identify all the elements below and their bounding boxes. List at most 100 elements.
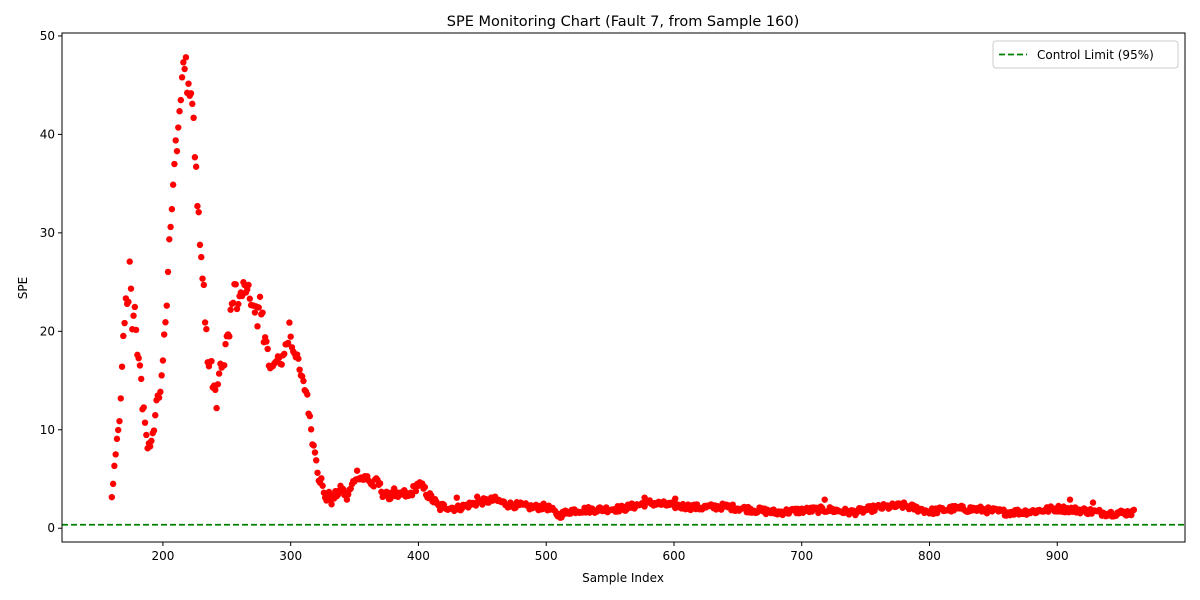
spe-point [729, 501, 736, 508]
spe-point [370, 483, 377, 490]
spe-point [198, 253, 205, 261]
spe-point [221, 362, 228, 369]
spe-point [310, 442, 317, 449]
spe-point [212, 386, 219, 394]
spe-point [1130, 506, 1138, 514]
spe-point [408, 492, 416, 499]
spe-point [421, 483, 429, 491]
spe-point [318, 475, 325, 482]
spe-point [112, 451, 119, 458]
spe-point [286, 319, 293, 326]
spe-point [117, 395, 124, 402]
x-tick-label: 200 [151, 549, 174, 563]
spe-point [173, 147, 181, 155]
spe-point [222, 340, 229, 348]
spe-point [314, 469, 321, 476]
y-tick-label: 0 [47, 521, 55, 535]
y-tick-label: 20 [40, 324, 55, 338]
spe-point [181, 65, 188, 73]
spe-point [191, 154, 199, 161]
y-axis: 0 10 20 30 40 50 [40, 29, 62, 535]
x-tick-label: 600 [663, 549, 686, 563]
spe-point [307, 426, 315, 433]
spe-points [108, 54, 1138, 521]
spe-point [176, 108, 183, 115]
spe-point [387, 495, 394, 502]
spe-point [178, 74, 186, 81]
spe-point [121, 319, 128, 327]
spe-point [113, 435, 121, 443]
spe-point [162, 319, 169, 326]
spe-point [287, 333, 294, 340]
spe-point [226, 333, 233, 340]
spe-point [284, 339, 292, 347]
spe-point [130, 312, 137, 319]
spe-point [264, 345, 271, 353]
spe-point [235, 300, 242, 308]
spe-point [141, 419, 149, 426]
spe-point [436, 506, 444, 514]
spe-point [152, 412, 159, 419]
spe-point [245, 281, 252, 289]
spe-point [343, 496, 351, 503]
spe-point [132, 326, 140, 334]
spe-point [278, 361, 285, 368]
spe-point [148, 437, 155, 445]
spe-point [196, 241, 204, 249]
spe-point [215, 370, 223, 377]
spe-point [213, 404, 220, 412]
spe-point [300, 377, 307, 385]
legend-control-limit-label: Control Limit (95%) [1037, 48, 1154, 62]
chart-title: SPE Monitoring Chart (Fault 7, from Samp… [447, 14, 800, 30]
spe-point [376, 480, 384, 487]
spe-point [109, 480, 117, 488]
spe-point [479, 501, 486, 508]
spe-point [111, 462, 118, 470]
spe-point [138, 375, 145, 383]
spe-point [163, 302, 170, 309]
spe-point [328, 501, 335, 508]
spe-point [166, 236, 173, 243]
spe-point [815, 509, 822, 517]
spe-point [255, 304, 262, 311]
spe-point [140, 404, 147, 411]
spe-point [175, 124, 182, 131]
y-axis-title: SPE [16, 277, 30, 299]
spe-point [125, 298, 132, 306]
spe-point [192, 163, 200, 170]
x-tick-label: 500 [535, 549, 558, 563]
spe-point [200, 281, 208, 289]
spe-point [263, 338, 270, 345]
x-tick-label: 700 [790, 549, 813, 563]
y-tick-label: 30 [40, 226, 55, 240]
spe-point [177, 96, 185, 104]
legend-box [992, 40, 1179, 69]
spe-point [185, 80, 192, 87]
spe-point [295, 355, 302, 362]
spe-point [126, 258, 133, 265]
spe-point [208, 358, 215, 365]
spe-point [118, 363, 126, 370]
spe-point [313, 457, 320, 464]
spe-point [641, 494, 648, 501]
plot-frame [61, 32, 1186, 543]
legend: Control Limit (95%) [992, 40, 1179, 69]
x-tick-label: 400 [407, 549, 430, 563]
spe-point [319, 482, 326, 489]
x-tick-label: 300 [279, 549, 302, 563]
spe-point [127, 285, 135, 292]
spe-point [304, 391, 311, 398]
spe-point [311, 449, 319, 456]
x-axis-title: Sample Index [582, 571, 664, 585]
spe-point [108, 493, 116, 501]
x-axis: 200 300 400 500 600 700 800 900 [151, 542, 1069, 563]
spe-point [232, 281, 239, 288]
spe-point [187, 90, 195, 97]
y-tick-label: 50 [40, 29, 55, 43]
spe-point [168, 205, 176, 213]
spe-point [246, 295, 254, 302]
spe-point [172, 137, 179, 144]
spe-point [146, 443, 154, 450]
